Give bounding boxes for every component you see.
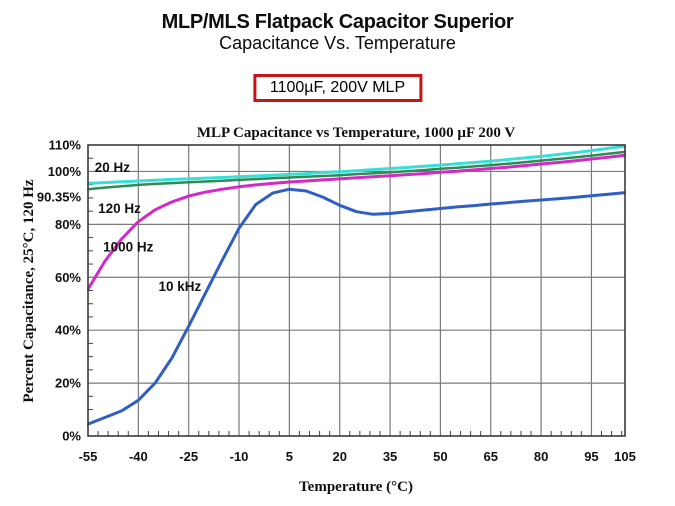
x-axis-title: Temperature (°C): [299, 479, 413, 495]
y-tick-label: 90.35%: [37, 189, 82, 204]
series-line-120-hz: [87, 150, 626, 191]
y-tick-label: 80%: [55, 217, 81, 232]
x-tick-label: 20: [332, 449, 346, 464]
x-tick-label: -55: [79, 449, 98, 464]
y-axis-title: Percent Capacitance, 25°C, 120 Hz: [21, 179, 37, 403]
plot-border: [87, 144, 626, 437]
x-tick-label: 50: [433, 449, 447, 464]
callout-box: 1100µF, 200V MLP: [252, 74, 423, 102]
page-title: MLP/MLS Flatpack Capacitor Superior: [161, 11, 514, 33]
y-tick-label: 100%: [48, 164, 82, 179]
x-tick-label: 65: [484, 449, 498, 464]
series-line-20-hz: [87, 144, 626, 185]
page-subtitle: Capacitance Vs. Temperature: [219, 33, 456, 53]
x-tick-label: 95: [584, 449, 598, 464]
chart-title: MLP Capacitance vs Temperature, 1000 µF …: [197, 125, 516, 141]
x-tick-label: -10: [230, 449, 249, 464]
series-label-20-hz: 20 Hz: [95, 160, 131, 175]
series-label-10-khz: 10 kHz: [158, 279, 201, 294]
series-line-10-khz: [87, 187, 626, 426]
x-tick-label: 35: [383, 449, 397, 464]
x-tick-label: 80: [534, 449, 548, 464]
y-tick-label: 0%: [62, 429, 81, 444]
y-tick-label: 40%: [55, 323, 81, 338]
y-tick-label: 20%: [55, 376, 81, 391]
x-tick-label: -25: [179, 449, 198, 464]
x-tick-label: -40: [129, 449, 148, 464]
series-label-120-hz: 120 Hz: [98, 201, 141, 216]
y-tick-label: 110%: [48, 138, 81, 153]
y-tick-label: 60%: [55, 270, 81, 285]
series-label-1000-hz: 1000 Hz: [103, 239, 154, 254]
series-line-1000-hz: [87, 153, 626, 291]
x-tick-label: 105: [614, 449, 636, 464]
x-tick-label: 5: [286, 449, 293, 464]
callout-label: 1100µF, 200V MLP: [269, 79, 406, 96]
